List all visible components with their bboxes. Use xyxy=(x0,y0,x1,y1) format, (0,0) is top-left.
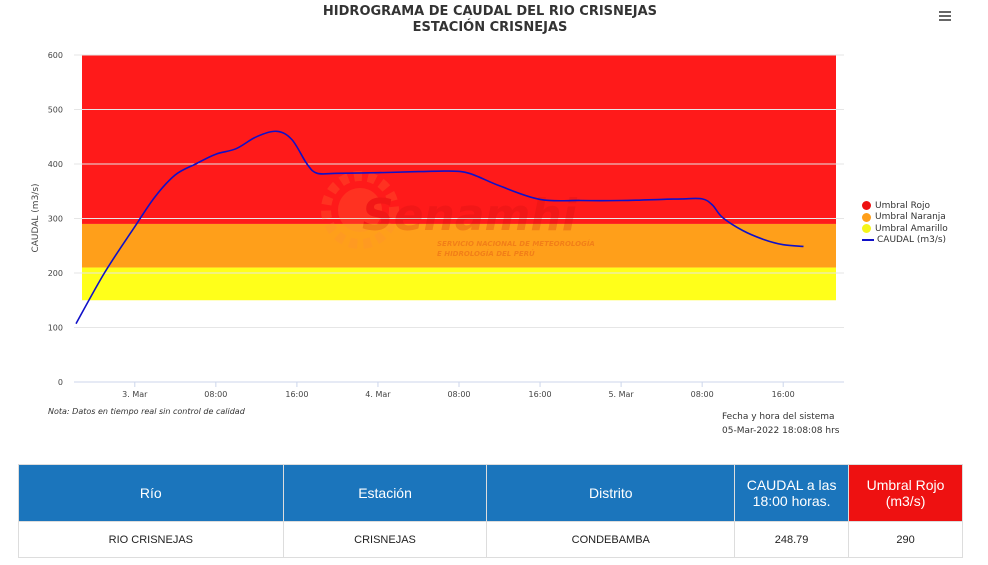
y-tick-label: 300 xyxy=(48,215,63,224)
legend-swatch-rojo xyxy=(862,201,871,211)
y-axis-label: CAUDAL (m3/s) xyxy=(31,183,41,252)
cell-estacion: CRISNEJAS xyxy=(282,521,488,558)
header-estacion: Estación xyxy=(282,464,488,522)
header-rio: Río xyxy=(18,464,284,522)
chart-title-line1: HIDROGRAMA DE CAUDAL DEL RIO CRISNEJAS xyxy=(322,4,658,19)
x-tick-label: 08:00 xyxy=(447,390,470,399)
hamburger-menu-icon[interactable] xyxy=(936,8,956,24)
quality-note: Nota: Datos en tiempo real sin control d… xyxy=(48,407,245,416)
y-tick-label: 500 xyxy=(48,106,63,115)
legend-label-naranja: Umbral Naranja xyxy=(875,212,946,223)
legend-item-umbral-naranja[interactable]: Umbral Naranja xyxy=(862,212,948,224)
x-tick-label: 5. Mar xyxy=(608,390,634,399)
chart-area: Senamhi SERVICIO NACIONAL DE METEOROLOGÍ… xyxy=(31,51,844,399)
watermark-subtitle-2: E HIDROLOGÍA DEL PERÚ xyxy=(437,249,535,258)
y-tick-label: 400 xyxy=(48,160,63,169)
axes: 0 100 200 300 400 500 600 3. Mar 08:00 16:00 4. Ma… xyxy=(48,51,844,399)
system-time-value: 05-Mar-2022 18:08:08 hrs xyxy=(722,426,840,436)
chart-title-line2: ESTACIÓN CRISNEJAS xyxy=(412,20,568,35)
chart-legend: Umbral Rojo Umbral Naranja Umbral Amaril… xyxy=(862,200,948,246)
y-tick-label: 100 xyxy=(48,324,63,333)
header-caudal: CAUDAL a las 18:00 horas. xyxy=(734,464,850,522)
band-umbral-naranja xyxy=(82,223,836,268)
legend-label-rojo: Umbral Rojo xyxy=(875,200,931,211)
y-tick-label: 600 xyxy=(48,51,63,60)
watermark-subtitle-1: SERVICIO NACIONAL DE METEOROLOGÍA xyxy=(437,239,595,248)
x-tick-label: 16:00 xyxy=(529,390,552,399)
legend-item-umbral-amarillo[interactable]: Umbral Amarillo xyxy=(862,223,948,235)
sun-logo-icon xyxy=(321,171,399,249)
system-time-label: Fecha y hora del sistema xyxy=(722,412,835,422)
menu-bar-3 xyxy=(939,19,951,21)
y-tick-label: 200 xyxy=(48,269,63,278)
table-row: RIO CRISNEJAS CRISNEJAS CONDEBAMBA 248.7… xyxy=(18,521,963,558)
legend-label-caudal: CAUDAL (m3/s) xyxy=(877,235,947,246)
menu-bar-1 xyxy=(939,11,951,13)
x-tick-label: 08:00 xyxy=(204,390,227,399)
legend-swatch-amarillo xyxy=(862,224,871,234)
legend-swatch-caudal xyxy=(862,239,874,242)
legend-item-caudal[interactable]: CAUDAL (m3/s) xyxy=(862,235,948,247)
legend-label-amarillo: Umbral Amarillo xyxy=(875,223,948,234)
system-time: Fecha y hora del sistema 05-Mar-2022 18:… xyxy=(722,410,840,438)
chart-title: HIDROGRAMA DE CAUDAL DEL RIO CRISNEJAS E… xyxy=(0,4,980,36)
menu-bar-2 xyxy=(939,15,951,17)
y-tick-label: 0 xyxy=(58,378,63,387)
series-line-caudal[interactable] xyxy=(75,130,804,325)
cell-caudal: 248.79 xyxy=(734,521,850,558)
senamhi-watermark: Senamhi SERVICIO NACIONAL DE METEOROLOGÍ… xyxy=(321,171,595,258)
x-tick-label: 3. Mar xyxy=(122,390,148,399)
band-umbral-amarillo xyxy=(82,267,836,301)
band-umbral-rojo xyxy=(82,55,836,224)
legend-item-umbral-rojo[interactable]: Umbral Rojo xyxy=(862,200,948,212)
x-tick-label: 08:00 xyxy=(691,390,714,399)
x-tick-label: 16:00 xyxy=(285,390,308,399)
cell-umbral-rojo: 290 xyxy=(848,521,963,558)
station-table: Río Estación Distrito CAUDAL a las 18:00… xyxy=(18,464,963,558)
threshold-bands xyxy=(82,55,836,301)
header-distrito: Distrito xyxy=(486,464,736,522)
series-layer xyxy=(75,130,804,325)
cell-rio: RIO CRISNEJAS xyxy=(18,521,284,558)
legend-swatch-naranja xyxy=(862,212,871,222)
header-umbral-rojo: Umbral Rojo (m3/s) xyxy=(848,464,963,522)
x-tick-label: 16:00 xyxy=(772,390,795,399)
cell-distrito: CONDEBAMBA xyxy=(486,521,736,558)
table-header-row: Río Estación Distrito CAUDAL a las 18:00… xyxy=(18,464,963,522)
watermark-brand: Senamhi xyxy=(362,190,578,241)
x-tick-label: 4. Mar xyxy=(365,390,391,399)
